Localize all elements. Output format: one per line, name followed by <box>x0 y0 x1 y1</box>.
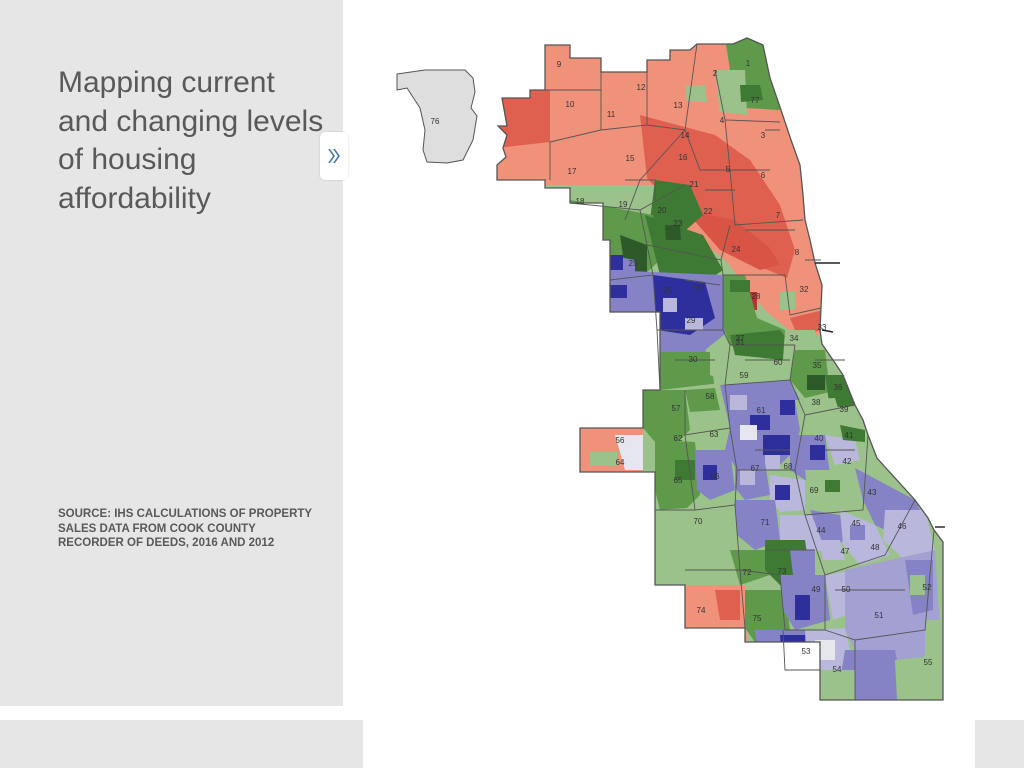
area-label-58: 58 <box>706 392 715 401</box>
area-label-68: 68 <box>784 462 793 471</box>
area-label-15: 15 <box>626 154 635 163</box>
map-title: Mapping current and changing levels of h… <box>58 66 324 215</box>
area-label-32: 32 <box>800 285 809 294</box>
area-label-56: 56 <box>616 436 625 445</box>
area-label-14: 14 <box>681 131 690 140</box>
area-label-36: 36 <box>834 383 843 392</box>
area-label-57: 57 <box>672 404 681 413</box>
double-chevron-right-icon <box>328 148 340 164</box>
area-label-72: 72 <box>743 568 752 577</box>
area-label-69: 69 <box>810 486 819 495</box>
area-label-5: 5 <box>726 165 731 174</box>
area-label-41: 41 <box>845 431 854 440</box>
area-label-21: 21 <box>690 180 699 189</box>
area-label-2: 2 <box>713 69 718 78</box>
community-area-boundaries <box>496 37 944 701</box>
area-label-50: 50 <box>842 585 851 594</box>
area-label-19: 19 <box>619 200 628 209</box>
area-label-44: 44 <box>817 526 826 535</box>
area-label-64: 64 <box>616 458 625 467</box>
area-label-37: 37 <box>736 334 745 343</box>
area-label-61: 61 <box>757 406 766 415</box>
area-label-47: 47 <box>841 547 850 556</box>
area-label-34: 34 <box>790 334 799 343</box>
area-label-3: 3 <box>761 131 766 140</box>
area-label-28: 28 <box>752 292 761 301</box>
area-label-45: 45 <box>852 519 861 528</box>
area-label-18: 18 <box>576 197 585 206</box>
area-label-70: 70 <box>694 517 703 526</box>
expand-panel-button[interactable] <box>320 132 348 180</box>
area-label-55: 55 <box>924 658 933 667</box>
area-label-74: 74 <box>697 606 706 615</box>
area-label-16: 16 <box>679 153 688 162</box>
area-label-1: 1 <box>746 59 751 68</box>
area-label-38: 38 <box>812 398 821 407</box>
area-label-17: 17 <box>568 167 577 176</box>
area-label-27: 27 <box>696 284 705 293</box>
area-label-12: 12 <box>637 83 646 92</box>
area-label-23: 23 <box>674 219 683 228</box>
area-label-26: 26 <box>664 286 673 295</box>
area-label-59: 59 <box>740 371 749 380</box>
ohare-area-76 <box>396 69 478 164</box>
area-label-43: 43 <box>868 488 877 497</box>
area-label-53: 53 <box>802 647 811 656</box>
area-label-33: 33 <box>818 323 827 332</box>
area-label-20: 20 <box>658 206 667 215</box>
area-label-76: 76 <box>431 117 440 126</box>
area-label-66: 66 <box>711 472 720 481</box>
area-label-9: 9 <box>557 60 562 69</box>
area-label-42: 42 <box>843 457 852 466</box>
area-label-63: 63 <box>710 430 719 439</box>
area-label-29: 29 <box>687 316 696 325</box>
area-label-35: 35 <box>813 361 822 370</box>
area-label-60: 60 <box>774 358 783 367</box>
area-label-49: 49 <box>812 585 821 594</box>
area-label-25: 25 <box>629 259 638 268</box>
area-label-52: 52 <box>923 583 932 592</box>
area-label-13: 13 <box>674 101 683 110</box>
footer-bar-left <box>0 720 363 768</box>
area-label-30: 30 <box>689 355 698 364</box>
area-label-24: 24 <box>732 245 741 254</box>
footer-bar-right <box>975 720 1024 768</box>
area-label-4: 4 <box>720 116 725 125</box>
area-label-67: 67 <box>751 464 760 473</box>
area-label-22: 22 <box>704 207 713 216</box>
area-label-51: 51 <box>875 611 884 620</box>
area-label-71: 71 <box>761 518 770 527</box>
area-label-31: 31 <box>736 338 745 347</box>
area-label-7: 7 <box>776 211 781 220</box>
area-label-48: 48 <box>871 543 880 552</box>
area-label-73: 73 <box>778 567 787 576</box>
area-label-11: 11 <box>607 110 616 119</box>
area-label-39: 39 <box>840 405 849 414</box>
area-label-65: 65 <box>674 476 683 485</box>
side-panel: Mapping current and changing levels of h… <box>0 0 343 706</box>
area-label-75: 75 <box>753 614 762 623</box>
area-label-62: 62 <box>674 434 683 443</box>
area-label-77: 77 <box>751 96 760 105</box>
area-label-46: 46 <box>898 522 907 531</box>
area-label-8: 8 <box>795 248 800 257</box>
area-label-10: 10 <box>566 100 575 109</box>
area-label-6: 6 <box>761 171 766 180</box>
area-label-54: 54 <box>833 665 842 674</box>
source-note: SOURCE: IHS CALCULATIONS OF PROPERTY SAL… <box>58 508 312 549</box>
area-label-40: 40 <box>815 434 824 443</box>
shoreline-ticks <box>815 262 945 528</box>
